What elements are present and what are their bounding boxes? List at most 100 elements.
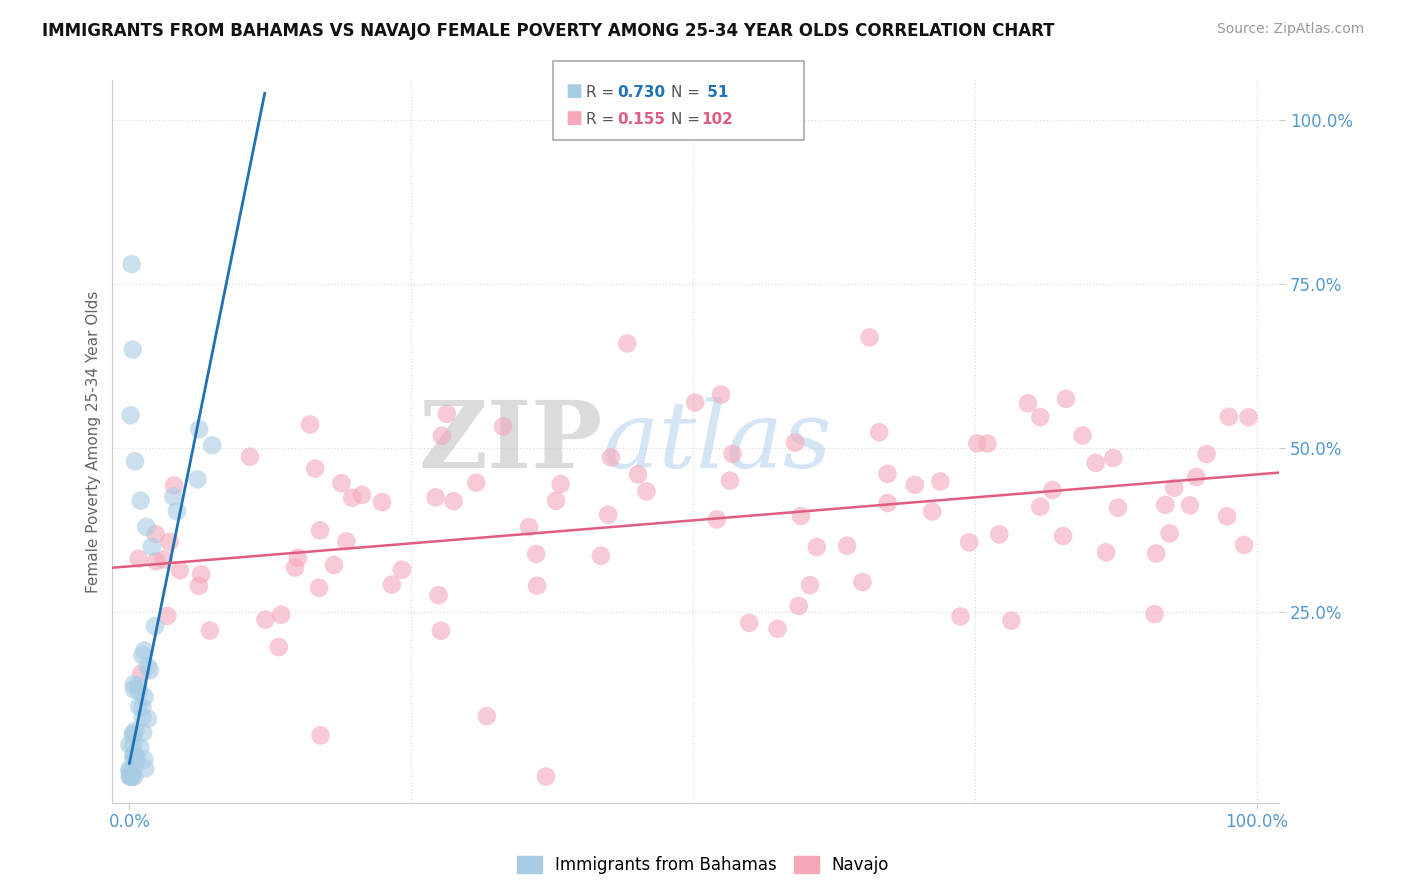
Point (128, 678, 150, 692)
Text: 102: 102 (702, 112, 734, 127)
Point (976, 436, 998, 450)
Point (1195, 447, 1218, 461)
Point (738, 615, 761, 630)
Point (323, 558, 346, 572)
Point (1216, 509, 1239, 524)
Point (120, 770, 142, 784)
Text: R =: R = (586, 85, 620, 100)
Point (166, 504, 188, 518)
Point (806, 540, 828, 554)
Point (304, 461, 326, 475)
Point (159, 534, 181, 549)
Point (134, 752, 156, 766)
Point (145, 527, 167, 541)
Point (721, 447, 744, 461)
Point (198, 624, 221, 638)
Point (135, 520, 157, 534)
Point (851, 575, 873, 590)
Text: 0.730: 0.730 (617, 85, 665, 100)
Point (427, 588, 450, 602)
Point (534, 770, 557, 784)
Point (787, 599, 810, 613)
Point (904, 478, 927, 492)
Point (145, 554, 167, 568)
Point (169, 563, 191, 577)
Point (1185, 470, 1208, 484)
Point (790, 508, 813, 523)
Y-axis label: Female Poverty Among 25-34 Year Olds: Female Poverty Among 25-34 Year Olds (86, 291, 101, 592)
Point (766, 622, 789, 636)
Text: N =: N = (671, 112, 704, 127)
Point (710, 387, 733, 401)
Point (124, 759, 146, 773)
Point (121, 770, 143, 784)
Point (1159, 526, 1181, 541)
Point (132, 725, 155, 739)
Point (270, 607, 292, 622)
Text: Source: ZipAtlas.com: Source: ZipAtlas.com (1216, 22, 1364, 37)
Point (1052, 529, 1074, 543)
Point (134, 690, 156, 704)
Point (425, 491, 447, 505)
Point (1233, 538, 1256, 552)
Point (475, 709, 498, 723)
Point (1144, 547, 1167, 561)
Point (122, 751, 145, 765)
Point (1095, 545, 1118, 559)
Point (876, 467, 898, 481)
Point (143, 619, 166, 633)
Point (152, 552, 174, 566)
Point (1218, 409, 1240, 424)
Text: ZIP: ZIP (419, 397, 603, 486)
Text: atlas: atlas (603, 397, 832, 486)
Point (309, 728, 332, 742)
Point (299, 417, 322, 432)
Point (1029, 500, 1052, 514)
Point (120, 770, 142, 784)
Point (1163, 481, 1185, 495)
Point (131, 648, 153, 662)
Point (129, 493, 152, 508)
Point (350, 488, 373, 502)
Point (1102, 451, 1125, 466)
Point (141, 540, 163, 554)
Point (330, 476, 353, 491)
Point (124, 770, 146, 784)
Point (131, 666, 153, 681)
Point (430, 429, 453, 443)
Point (381, 577, 404, 591)
Point (309, 524, 332, 538)
Text: IMMIGRANTS FROM BAHAMAS VS NAVAJO FEMALE POVERTY AMONG 25-34 YEAR OLDS CORRELATI: IMMIGRANTS FROM BAHAMAS VS NAVAJO FEMALE… (42, 22, 1054, 40)
Point (868, 425, 890, 440)
Point (254, 613, 277, 627)
Point (966, 436, 988, 450)
Point (287, 550, 309, 565)
Point (1071, 428, 1094, 442)
Point (139, 663, 162, 677)
Point (120, 409, 142, 423)
Point (544, 493, 567, 508)
Point (876, 496, 898, 510)
Point (1017, 396, 1039, 410)
Point (129, 740, 152, 755)
Text: 0.155: 0.155 (617, 112, 665, 127)
Point (1054, 392, 1077, 406)
Point (201, 438, 224, 452)
Point (391, 563, 413, 577)
Point (188, 422, 211, 436)
Point (783, 435, 806, 450)
Point (131, 700, 153, 714)
Point (122, 677, 145, 691)
Point (465, 475, 488, 490)
Point (128, 699, 150, 714)
Text: N =: N = (671, 85, 704, 100)
Point (443, 494, 465, 508)
Point (122, 726, 145, 740)
Point (190, 567, 212, 582)
Point (436, 407, 458, 421)
Point (186, 472, 208, 486)
Point (526, 579, 548, 593)
Point (1029, 410, 1052, 425)
Point (616, 336, 638, 351)
Point (921, 504, 943, 518)
